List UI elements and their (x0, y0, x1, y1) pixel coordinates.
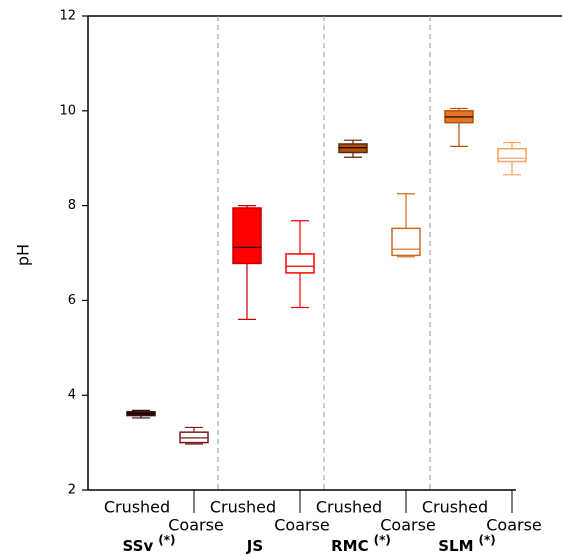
y-tick-label: 2 (68, 483, 76, 498)
group-label: JS (246, 537, 263, 555)
box (285, 253, 315, 274)
category-label: Coarse (380, 516, 436, 535)
box (497, 147, 527, 163)
group-label: SSv (*) (123, 533, 176, 555)
category-label: Crushed (422, 498, 488, 517)
category-label: Crushed (316, 498, 382, 517)
group-note: (*) (479, 533, 496, 547)
y-tick-label: 4 (68, 388, 76, 403)
group-name: JS (246, 537, 263, 555)
group-name: SLM (438, 537, 473, 555)
y-axis-label: pH (14, 244, 33, 266)
group-label: RMC (*) (331, 533, 391, 555)
group-name: RMC (331, 537, 369, 555)
category-label: Crushed (210, 498, 276, 517)
group-note: (*) (158, 533, 175, 547)
box (391, 227, 421, 257)
y-tick-label: 8 (68, 198, 76, 213)
group-label: SLM (*) (438, 533, 496, 555)
y-tick-label: 12 (59, 9, 76, 24)
group-name: SSv (123, 537, 154, 555)
y-tick-label: 6 (68, 293, 76, 308)
category-label: Coarse (274, 516, 330, 535)
box (232, 207, 262, 265)
category-label: Coarse (168, 516, 224, 535)
y-tick-label: 10 (59, 103, 76, 118)
group-note: (*) (374, 533, 391, 547)
category-label: Coarse (486, 516, 542, 535)
category-label: Crushed (104, 498, 170, 517)
